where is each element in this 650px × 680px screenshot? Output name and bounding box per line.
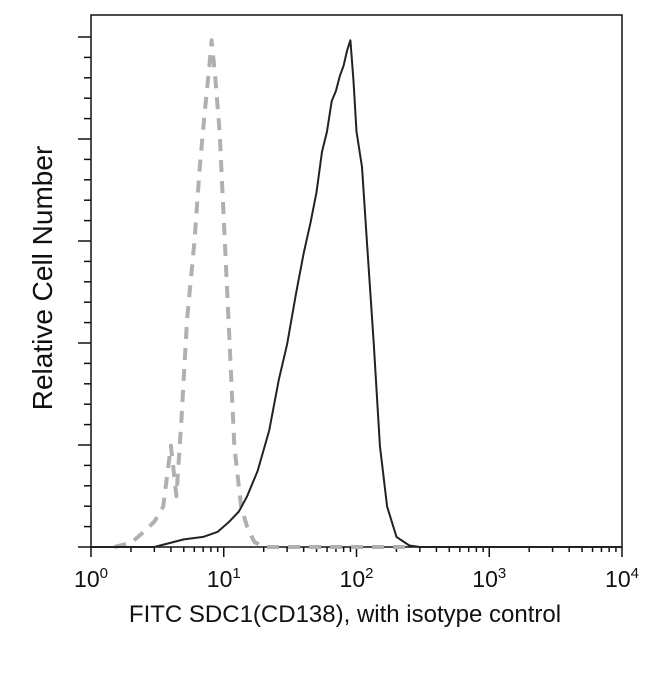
series-layer: [91, 38, 622, 549]
axis-ticks: [78, 36, 623, 557]
x-tick-exponent: 2: [365, 565, 373, 582]
x-tick-exponent: 0: [100, 565, 108, 582]
x-tick-label: 101: [207, 565, 241, 592]
plot-frame: [90, 14, 623, 548]
isotype-control-curve: [113, 38, 410, 549]
sdc1-curve: [91, 39, 622, 548]
x-tick-base: 10: [472, 566, 498, 592]
x-tick-label: 102: [340, 565, 374, 592]
x-tick-base: 10: [340, 566, 366, 592]
x-tick-base: 10: [605, 566, 631, 592]
x-tick-base: 10: [74, 566, 100, 592]
x-axis-label: FITC SDC1(CD138), with isotype control: [129, 601, 561, 628]
x-tick-label: 104: [605, 565, 639, 592]
x-tick-exponent: 1: [232, 565, 240, 582]
x-tick-exponent: 3: [498, 565, 506, 582]
x-tick-label: 100: [74, 565, 108, 592]
y-axis-label: Relative Cell Number: [27, 146, 58, 411]
x-tick-base: 10: [207, 566, 233, 592]
x-tick-labels: 100 101 102 103 104: [74, 565, 639, 592]
x-tick-label: 103: [472, 565, 506, 592]
x-tick-exponent: 4: [631, 565, 639, 582]
